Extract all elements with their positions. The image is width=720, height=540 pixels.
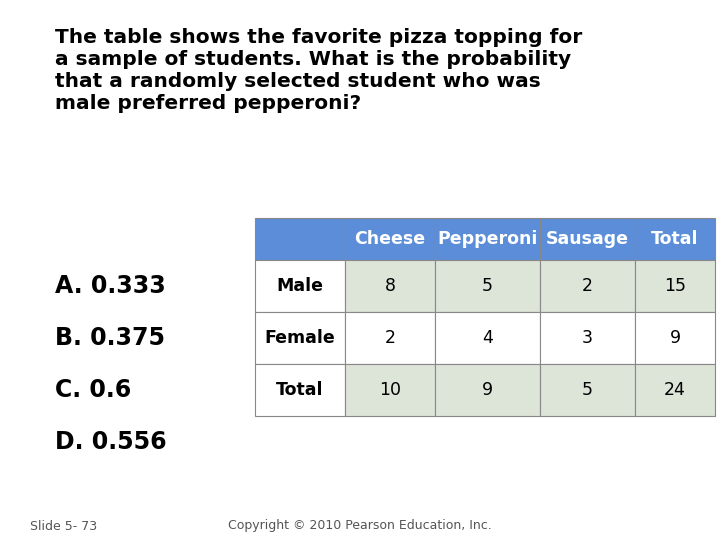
Bar: [255, 364, 345, 416]
Bar: [435, 364, 540, 416]
Text: 10: 10: [379, 381, 401, 399]
Text: Pepperoni: Pepperoni: [437, 230, 538, 248]
Bar: [540, 218, 635, 260]
Text: Female: Female: [265, 329, 336, 347]
Text: D. 0.556: D. 0.556: [55, 430, 166, 454]
Text: 15: 15: [664, 277, 686, 295]
Bar: [635, 312, 715, 364]
Text: B. 0.375: B. 0.375: [55, 326, 165, 350]
Bar: [255, 260, 345, 312]
Bar: [540, 312, 635, 364]
Text: 9: 9: [482, 381, 493, 399]
Bar: [635, 260, 715, 312]
Text: Slide 5- 73: Slide 5- 73: [30, 519, 97, 532]
Bar: [255, 218, 345, 260]
Text: Sausage: Sausage: [546, 230, 629, 248]
Bar: [540, 364, 635, 416]
Text: Cheese: Cheese: [354, 230, 426, 248]
Bar: [255, 312, 345, 364]
Bar: [345, 364, 435, 416]
Text: 2: 2: [384, 329, 395, 347]
Bar: [540, 260, 635, 312]
Text: 5: 5: [482, 277, 493, 295]
Text: 5: 5: [582, 381, 593, 399]
Bar: [435, 312, 540, 364]
Text: 24: 24: [664, 381, 686, 399]
Text: 4: 4: [482, 329, 493, 347]
Bar: [345, 312, 435, 364]
Text: 8: 8: [384, 277, 395, 295]
Text: The table shows the favorite pizza topping for
a sample of students. What is the: The table shows the favorite pizza toppi…: [55, 28, 582, 113]
Bar: [635, 218, 715, 260]
Text: Copyright © 2010 Pearson Education, Inc.: Copyright © 2010 Pearson Education, Inc.: [228, 519, 492, 532]
Text: Male: Male: [276, 277, 323, 295]
Text: 9: 9: [670, 329, 680, 347]
Text: A. 0.333: A. 0.333: [55, 274, 166, 298]
Text: 2: 2: [582, 277, 593, 295]
Text: C. 0.6: C. 0.6: [55, 378, 131, 402]
Bar: [435, 218, 540, 260]
Text: Total: Total: [276, 381, 324, 399]
Text: 3: 3: [582, 329, 593, 347]
Text: Total: Total: [652, 230, 698, 248]
Bar: [635, 364, 715, 416]
Bar: [345, 260, 435, 312]
Bar: [435, 260, 540, 312]
Bar: [345, 218, 435, 260]
